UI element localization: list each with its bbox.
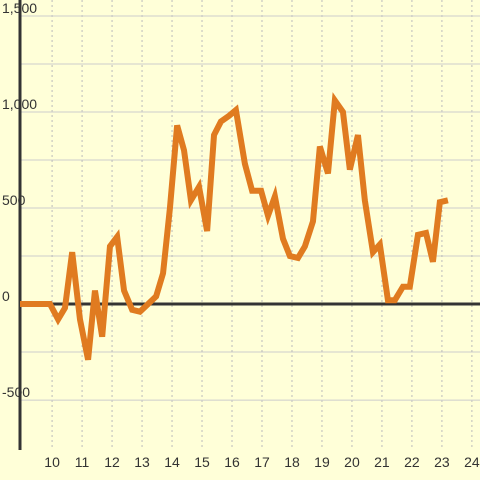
- x-tick-label: 10: [44, 454, 60, 470]
- x-tick-label: 14: [164, 454, 180, 470]
- x-tick-label: 11: [75, 454, 90, 470]
- x-tick-label: 18: [284, 454, 300, 470]
- x-tick-label: 15: [194, 454, 210, 470]
- x-tick-label: 24: [464, 454, 480, 470]
- x-tick-label: 23: [434, 454, 450, 470]
- x-tick-label: 20: [344, 454, 360, 470]
- x-tick-label: 22: [404, 454, 420, 470]
- y-tick-label: 500: [2, 192, 26, 208]
- y-tick-label: 0: [2, 288, 10, 304]
- x-tick-label: 21: [374, 454, 390, 470]
- x-tick-label: 12: [104, 454, 120, 470]
- x-tick-label: 13: [134, 454, 150, 470]
- y-tick-label: -500: [2, 384, 30, 400]
- x-tick-label: 17: [254, 454, 270, 470]
- x-tick-label: 19: [314, 454, 330, 470]
- x-tick-label: 16: [224, 454, 240, 470]
- data-line: [20, 92, 449, 361]
